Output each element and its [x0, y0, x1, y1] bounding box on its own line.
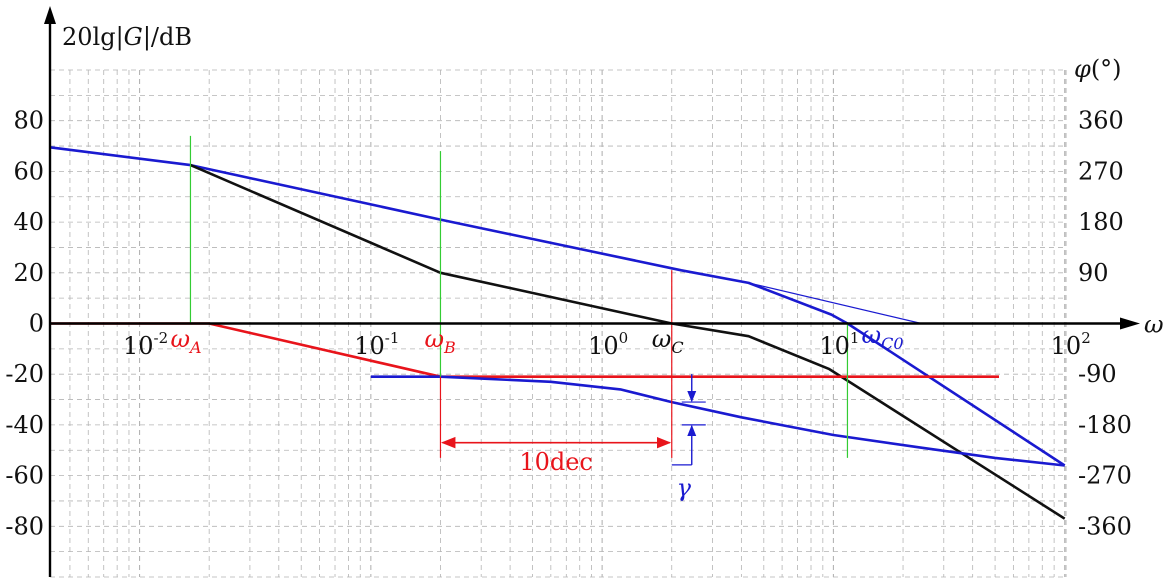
y-left-tick-label: -40: [5, 411, 44, 439]
series-line-1: [748, 282, 922, 325]
x-tick-label: 102: [1051, 329, 1091, 360]
axis-layer: [44, 6, 1140, 577]
y-left-tick-label: -60: [5, 462, 44, 490]
y-axis-arrowhead: [44, 6, 56, 24]
y-left-tick-label: 60: [13, 157, 44, 185]
x-tick-label: 10-1: [354, 329, 399, 360]
y-right-tick-label: 90: [1078, 259, 1109, 287]
marker-layer: [189, 135, 849, 466]
series-line-0: [49, 146, 1066, 467]
y-left-tick-label: 20: [13, 259, 44, 287]
y-right-tick-label: -90: [1078, 360, 1117, 388]
y-right-tick-label: 270: [1078, 157, 1124, 185]
x-axis-arrowhead: [1120, 317, 1140, 330]
dec-label: 10dec: [519, 448, 593, 476]
annotation-omega-C: ωC: [652, 325, 684, 357]
annotation-omega-B: ωB: [424, 325, 456, 357]
y-right-tick-label: -360: [1078, 512, 1132, 540]
y-left-tick-label: 0: [29, 310, 44, 338]
y-left-tick-label: -80: [5, 512, 44, 540]
x-axis-title: ω: [1144, 311, 1164, 339]
x-tick-label: 100: [588, 329, 628, 360]
x-tick-label: 101: [819, 329, 859, 360]
x-tick-label: 10-2: [123, 329, 168, 360]
y-left-tick-label: 80: [13, 107, 44, 135]
y-left-tick-label: -20: [5, 360, 44, 388]
series-line-2: [189, 163, 1066, 520]
annotation-omega-C0: ωC0: [862, 321, 904, 353]
y-left-tick-label: 40: [13, 208, 44, 236]
y-right-tick-label: 360: [1078, 107, 1124, 135]
y-right-tick-label: 180: [1078, 208, 1124, 236]
annotation-omega-A: ωA: [170, 325, 201, 357]
gamma-label: γ: [677, 474, 692, 502]
y-right-tick-label: -270: [1078, 462, 1132, 490]
y-left-axis-title: 20lg|G|/dB: [62, 23, 192, 52]
y-right-axis-title: φ(°): [1074, 55, 1122, 83]
y-right-tick-label: -180: [1078, 411, 1132, 439]
label-layer: 80 60 40 20 0 -20 -40 -60 -80 360 270 180 90 -90 -180 -…: [5, 23, 1163, 540]
series-line-4: [370, 375, 1065, 467]
